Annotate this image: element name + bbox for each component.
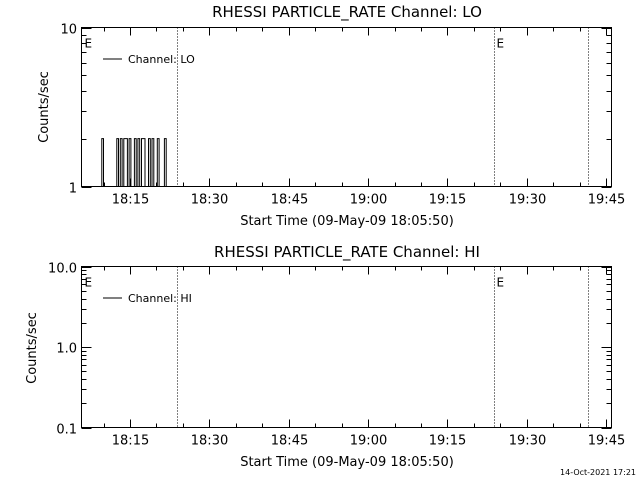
x-axis-label: Start Time (09-May-09 18:05:50) — [240, 214, 454, 229]
legend: Channel: LO — [103, 53, 195, 66]
y-tick-label: 1.0 — [56, 342, 77, 357]
marker-flag-label: E — [497, 276, 505, 290]
x-tick-label: 19:45 — [588, 193, 625, 208]
legend-label: Channel: HI — [128, 292, 192, 305]
marker-flag-label: E — [85, 276, 93, 290]
x-tick-label: 19:00 — [350, 434, 387, 449]
x-axis-label: Start Time (09-May-09 18:05:50) — [240, 455, 454, 470]
series-line — [100, 138, 168, 187]
y-tick-label: 1 — [69, 182, 77, 197]
x-tick-label: 18:15 — [112, 434, 149, 449]
x-tick-label: 19:15 — [429, 193, 466, 208]
x-tick-label: 18:45 — [271, 193, 308, 208]
legend: Channel: HI — [103, 292, 192, 305]
y-tick-label: 10 — [60, 23, 77, 38]
x-tick-label: 18:45 — [271, 434, 308, 449]
x-tick-label: 18:30 — [191, 434, 228, 449]
x-tick-label: 19:30 — [509, 193, 546, 208]
series-group — [100, 138, 168, 187]
x-tick-group: 18:15 18:30 18:45 19:00 19:15 19:30 19:45 — [104, 27, 625, 208]
y-axis-label: Counts/sec — [37, 71, 52, 143]
y-tick-group: 0.1 1.0 10.0 — [48, 262, 612, 438]
marker-flag-label: E — [497, 37, 505, 51]
legend-label: Channel: LO — [128, 53, 195, 66]
plot-frame — [81, 27, 612, 187]
y-tick-label: 0.1 — [56, 423, 77, 438]
x-tick-label: 18:15 — [112, 193, 149, 208]
chart-title: RHESSI PARTICLE_RATE Channel: LO — [212, 3, 482, 22]
x-tick-label: 19:00 — [350, 193, 387, 208]
y-tick-label: 10.0 — [48, 262, 77, 277]
generation-timestamp: 14-Oct-2021 17:21 — [560, 468, 636, 477]
x-tick-label: 19:45 — [588, 434, 625, 449]
y-axis-label: Counts/sec — [25, 312, 40, 384]
plot-frame — [81, 266, 612, 428]
x-tick-group: 18:15 18:30 18:45 19:00 19:15 19:30 19:45 — [104, 266, 625, 449]
x-tick-label: 19:15 — [429, 434, 466, 449]
chart-panel-hi: RHESSI PARTICLE_RATE Channel: HI Start T… — [25, 243, 625, 470]
marker-flag-label: E — [85, 37, 93, 51]
y-tick-group: 1 10 — [60, 23, 612, 197]
chart-panel-lo: RHESSI PARTICLE_RATE Channel: LO Start T… — [37, 3, 625, 229]
chart-title: RHESSI PARTICLE_RATE Channel: HI — [214, 243, 480, 262]
x-tick-label: 18:30 — [191, 193, 228, 208]
x-tick-label: 19:30 — [509, 434, 546, 449]
